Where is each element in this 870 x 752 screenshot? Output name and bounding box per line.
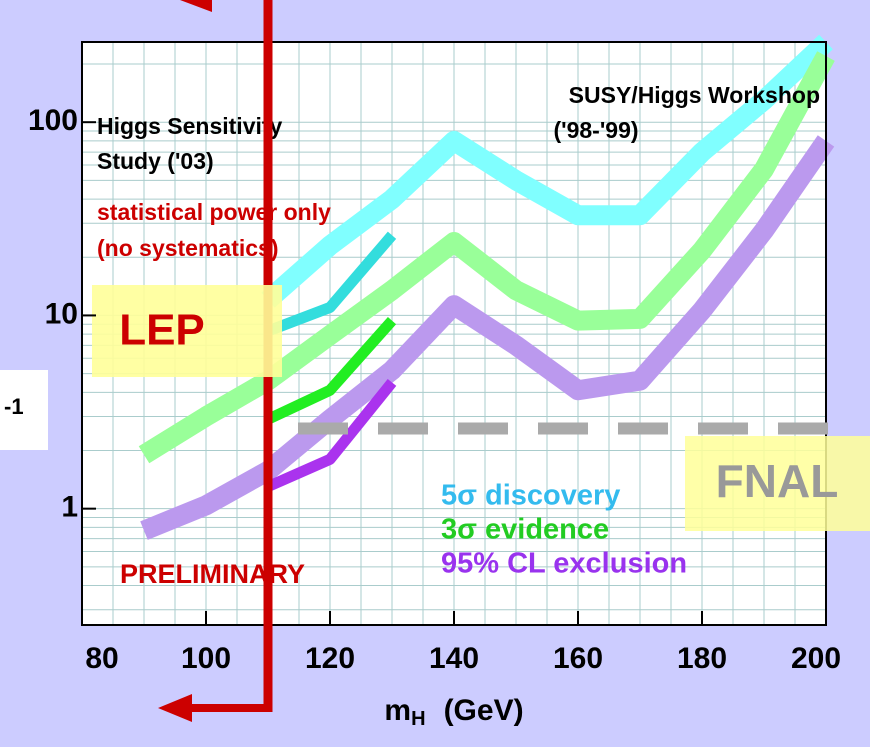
workshop-line: ('98-'99)	[553, 117, 638, 143]
legend-entry: 95% CL exclusion	[441, 548, 687, 580]
x-tick-label: 160	[553, 642, 603, 675]
cut-box	[0, 370, 48, 450]
x-tick-label: 200	[791, 642, 841, 675]
series-line	[266, 231, 397, 337]
lines	[138, 34, 835, 540]
y-tick-label: 1	[61, 491, 78, 524]
y-tick-label: 100	[28, 104, 78, 137]
study-line: Higgs Sensitivity	[97, 113, 283, 139]
series-line	[265, 378, 397, 492]
x-tick-label: 140	[429, 642, 479, 675]
x-tick-label: 100	[181, 642, 231, 675]
lep-arrowhead	[180, 0, 212, 12]
x-tick-label: 180	[677, 642, 727, 675]
legend-entry: 3σ evidence	[441, 514, 609, 546]
preliminary: PRELIMINARY	[120, 559, 305, 589]
study-note: (no systematics)	[97, 235, 279, 261]
legend-entry: 5σ discovery	[441, 480, 620, 512]
x-axis-label: mH (GeV)	[384, 694, 523, 730]
fnal-label: FNAL	[716, 455, 839, 507]
series-line	[138, 51, 835, 464]
series-line	[140, 135, 835, 540]
study-line: Study ('03)	[97, 148, 214, 174]
x-axis-label-part: H	[411, 708, 425, 730]
workshop-line: SUSY/Higgs Workshop	[569, 82, 820, 108]
fnal-box	[685, 436, 870, 531]
y-tick-label: 10	[45, 297, 78, 330]
lep-box	[92, 285, 282, 377]
series-line	[261, 34, 833, 308]
x-tick-label: 120	[305, 642, 355, 675]
lep-label: LEP	[119, 306, 205, 355]
annotations: Higgs Sensitivity Study ('03) statistica…	[97, 82, 820, 589]
cut-label: -1	[4, 394, 24, 419]
lep-arrowhead	[158, 694, 192, 722]
x-tick-label: 80	[85, 642, 118, 675]
x-axis-label-part: m	[384, 694, 411, 727]
series-line	[265, 316, 397, 425]
study-note: statistical power only	[97, 199, 331, 225]
overlay: FNAL -1 LEP	[0, 0, 870, 722]
x-axis-label-part: (GeV)	[444, 694, 524, 727]
